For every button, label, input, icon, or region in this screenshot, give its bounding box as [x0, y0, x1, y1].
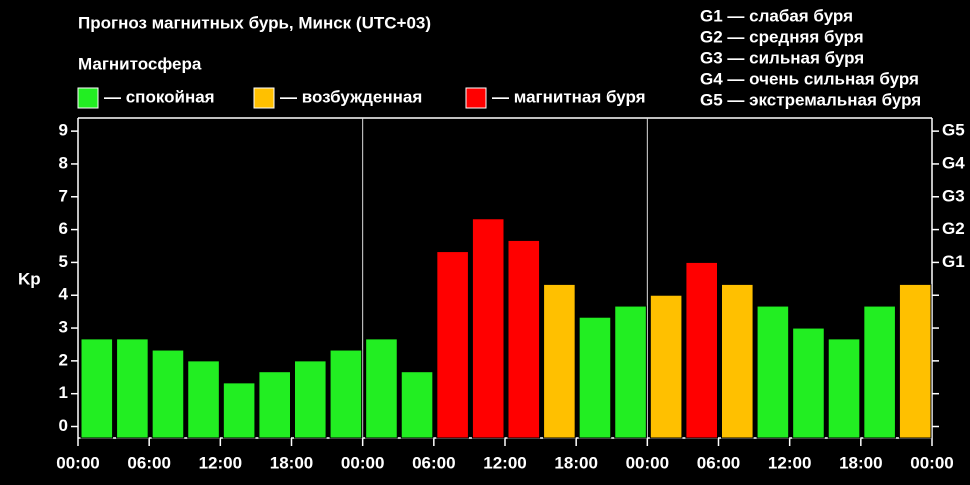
bar — [507, 239, 541, 439]
y-tick-label: 6 — [59, 219, 68, 238]
chart-title: Прогноз магнитных бурь, Минск (UTC+03) — [78, 13, 431, 32]
y2-tick-label: G1 — [942, 252, 965, 271]
y-tick-label: 0 — [59, 416, 68, 435]
bar — [649, 294, 683, 439]
x-tick-label: 18:00 — [270, 453, 313, 472]
bar — [685, 261, 719, 439]
legend-label: — спокойная — [104, 87, 215, 106]
bar — [543, 283, 576, 439]
bar — [436, 251, 469, 439]
y-axis-label: Kp — [18, 269, 41, 288]
y-tick-label: 2 — [59, 350, 68, 369]
bar — [222, 382, 256, 439]
subtitle: Магнитосфера — [78, 54, 202, 73]
x-tick-label: 18:00 — [839, 453, 882, 472]
y2-tick-label: G3 — [942, 186, 965, 205]
bar — [151, 349, 185, 439]
x-tick-label: 00:00 — [910, 453, 953, 472]
bar — [116, 338, 149, 439]
legend-label: — магнитная буря — [492, 87, 646, 106]
storm-level: G4 — очень сильная буря — [700, 69, 919, 88]
y2-tick-label: G2 — [942, 219, 965, 238]
bar — [898, 283, 932, 439]
bar — [294, 360, 327, 439]
x-tick-label: 06:00 — [127, 453, 170, 472]
x-tick-label: 00:00 — [626, 453, 669, 472]
y2-tick-label: G4 — [942, 153, 965, 172]
bar — [614, 305, 647, 439]
legend-label: — возбужденная — [280, 87, 422, 106]
y2-tick-label: G5 — [942, 121, 965, 140]
x-tick-label: 06:00 — [697, 453, 740, 472]
y-tick-label: 8 — [59, 153, 68, 172]
x-tick-label: 12:00 — [199, 453, 242, 472]
storm-level: G5 — экстремальная буря — [700, 90, 921, 109]
y-tick-label: 7 — [59, 186, 68, 205]
bar — [721, 283, 754, 439]
bar — [863, 305, 896, 439]
x-tick-label: 12:00 — [483, 453, 526, 472]
x-tick-label: 06:00 — [412, 453, 455, 472]
bar — [187, 360, 220, 439]
y-tick-label: 4 — [59, 285, 69, 304]
bar — [578, 316, 612, 439]
y-tick-label: 3 — [59, 318, 68, 337]
storm-level: G2 — средняя буря — [700, 27, 864, 46]
bar — [365, 338, 398, 439]
y-tick-label: 9 — [59, 121, 68, 140]
storm-level: G1 — слабая буря — [700, 6, 853, 25]
bar — [400, 371, 434, 439]
bar — [827, 338, 861, 439]
y-tick-label: 1 — [59, 383, 68, 402]
bar — [471, 218, 505, 439]
legend-swatch — [465, 87, 487, 109]
legend-swatch — [77, 87, 99, 109]
x-tick-label: 00:00 — [341, 453, 384, 472]
bar — [258, 371, 291, 439]
x-tick-label: 00:00 — [56, 453, 99, 472]
x-tick-label: 18:00 — [554, 453, 597, 472]
bar — [329, 349, 363, 439]
bar — [756, 305, 790, 439]
bar — [792, 327, 825, 439]
storm-level: G3 — сильная буря — [700, 48, 864, 67]
x-tick-label: 12:00 — [768, 453, 811, 472]
legend-swatch — [253, 87, 275, 109]
bar — [80, 338, 114, 439]
y-tick-label: 5 — [59, 252, 68, 271]
